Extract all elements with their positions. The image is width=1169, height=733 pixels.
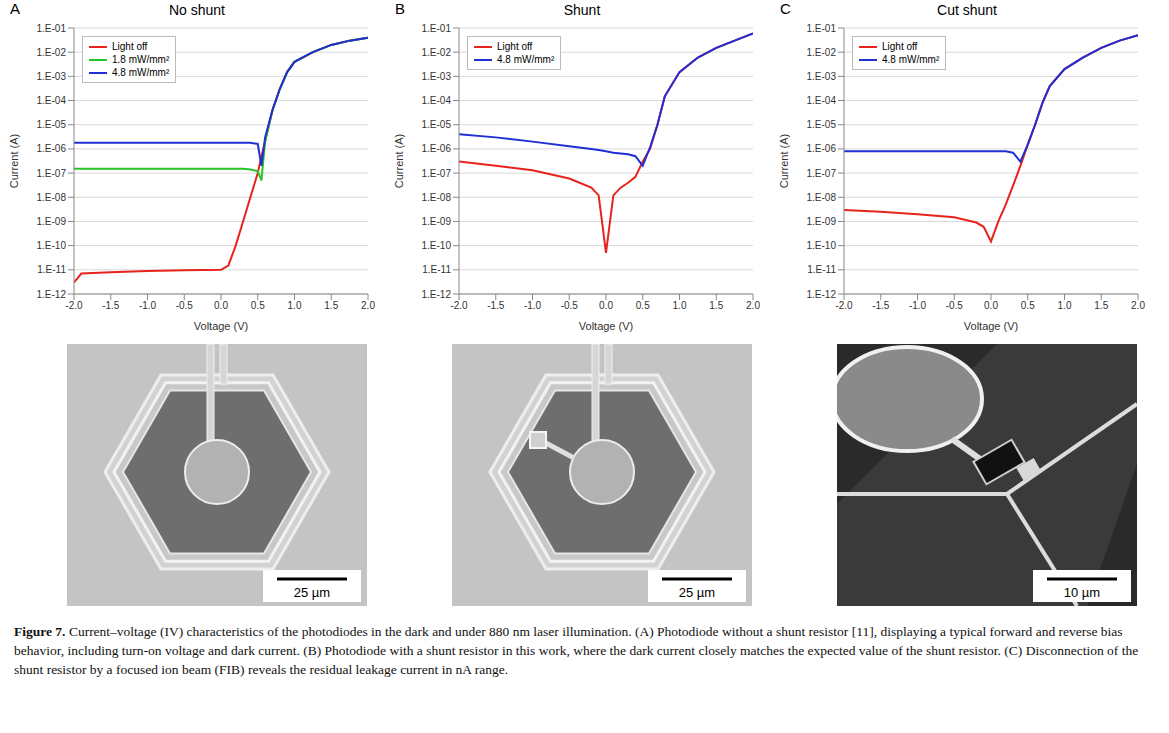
svg-text:1.0: 1.0	[673, 300, 687, 311]
svg-text:25 µm: 25 µm	[294, 585, 330, 600]
svg-text:1.E-10: 1.E-10	[807, 240, 837, 251]
svg-text:-0.5: -0.5	[176, 300, 194, 311]
svg-text:1.E-12: 1.E-12	[807, 289, 837, 300]
svg-text:0.0: 0.0	[599, 300, 613, 311]
svg-text:1.5: 1.5	[709, 300, 723, 311]
svg-text:1.E-07: 1.E-07	[807, 168, 837, 179]
svg-text:1.E-02: 1.E-02	[37, 47, 67, 58]
svg-text:1.E-09: 1.E-09	[37, 216, 67, 227]
svg-text:1.E-08: 1.E-08	[807, 192, 837, 203]
html-text:Shunt: Shunt	[563, 2, 601, 18]
svg-text:-1.5: -1.5	[872, 300, 890, 311]
svg-text:0.0: 0.0	[214, 300, 228, 311]
svg-text:2.0: 2.0	[361, 300, 375, 311]
svg-text:1.E-06: 1.E-06	[422, 143, 452, 154]
svg-text:-1.0: -1.0	[139, 300, 157, 311]
html-text:Light off: Light off	[112, 41, 148, 52]
svg-text:Current (A): Current (A)	[8, 134, 20, 188]
html-text:B: B	[395, 0, 405, 17]
svg-text:1.E-07: 1.E-07	[37, 168, 67, 179]
svg-text:-1.5: -1.5	[487, 300, 505, 311]
svg-text:-1.0: -1.0	[524, 300, 542, 311]
svg-text:1.E-05: 1.E-05	[807, 119, 837, 130]
svg-text:1.E-03: 1.E-03	[807, 71, 837, 82]
svg-text:0.5: 0.5	[1021, 300, 1035, 311]
svg-text:1.E-03: 1.E-03	[37, 71, 67, 82]
html-text:1.8 mW/mm²: 1.8 mW/mm²	[112, 54, 170, 65]
svg-text:1.E-02: 1.E-02	[807, 47, 837, 58]
svg-text:-2.0: -2.0	[835, 300, 853, 311]
svg-text:1.E-12: 1.E-12	[422, 289, 452, 300]
html-text:4.8 mW/mm²: 4.8 mW/mm²	[497, 54, 555, 65]
html-text:4.8 mW/mm²: 4.8 mW/mm²	[112, 67, 170, 78]
svg-text:0.5: 0.5	[251, 300, 265, 311]
svg-text:Current (A): Current (A)	[778, 134, 790, 188]
svg-text:1.5: 1.5	[1094, 300, 1108, 311]
svg-text:1.E-03: 1.E-03	[422, 71, 452, 82]
svg-text:1.E-11: 1.E-11	[807, 264, 836, 275]
svg-text:-1.5: -1.5	[102, 300, 120, 311]
svg-text:1.0: 1.0	[1058, 300, 1072, 311]
svg-text:25 µm: 25 µm	[679, 585, 715, 600]
svg-text:Voltage (V): Voltage (V)	[194, 320, 248, 332]
html-text:Light off: Light off	[882, 41, 918, 52]
svg-text:2.0: 2.0	[1131, 300, 1145, 311]
svg-text:1.E-05: 1.E-05	[422, 119, 452, 130]
svg-text:-0.5: -0.5	[561, 300, 579, 311]
svg-text:0.5: 0.5	[636, 300, 650, 311]
svg-text:-2.0: -2.0	[450, 300, 468, 311]
svg-text:1.E-10: 1.E-10	[422, 240, 452, 251]
html-text:No shunt: No shunt	[169, 2, 225, 18]
svg-text:1.E-01: 1.E-01	[37, 23, 67, 34]
svg-text:-0.5: -0.5	[946, 300, 964, 311]
svg-text:10 µm: 10 µm	[1064, 585, 1100, 600]
svg-text:1.E-11: 1.E-11	[422, 264, 451, 275]
html-text:Light off: Light off	[497, 41, 533, 52]
html-text:Figure 7. Current–voltage (IV): Figure 7. Current–voltage (IV) character…	[14, 624, 1139, 677]
svg-text:1.E-04: 1.E-04	[422, 95, 452, 106]
svg-text:1.5: 1.5	[324, 300, 338, 311]
svg-text:1.E-04: 1.E-04	[37, 95, 67, 106]
svg-text:1.E-07: 1.E-07	[422, 168, 452, 179]
svg-text:1.E-06: 1.E-06	[807, 143, 837, 154]
svg-text:1.E-11: 1.E-11	[37, 264, 66, 275]
svg-text:1.E-10: 1.E-10	[37, 240, 67, 251]
svg-text:Voltage (V): Voltage (V)	[964, 320, 1018, 332]
svg-text:Voltage (V): Voltage (V)	[579, 320, 633, 332]
svg-text:2.0: 2.0	[746, 300, 760, 311]
svg-text:1.E-01: 1.E-01	[807, 23, 837, 34]
svg-text:-1.0: -1.0	[909, 300, 927, 311]
svg-text:1.E-08: 1.E-08	[37, 192, 67, 203]
html-text:4.8 mW/mm²: 4.8 mW/mm²	[882, 54, 940, 65]
html-text:C: C	[780, 0, 791, 17]
svg-text:1.E-04: 1.E-04	[807, 95, 837, 106]
svg-text:1.E-06: 1.E-06	[37, 143, 67, 154]
svg-text:1.E-12: 1.E-12	[37, 289, 67, 300]
svg-text:1.0: 1.0	[288, 300, 302, 311]
svg-text:Current (A): Current (A)	[393, 134, 405, 188]
html-text:Cut shunt: Cut shunt	[937, 2, 997, 18]
html-text:A: A	[10, 0, 20, 17]
svg-text:1.E-02: 1.E-02	[422, 47, 452, 58]
svg-text:1.E-09: 1.E-09	[807, 216, 837, 227]
svg-text:1.E-01: 1.E-01	[422, 23, 452, 34]
svg-text:-2.0: -2.0	[65, 300, 83, 311]
svg-text:1.E-05: 1.E-05	[37, 119, 67, 130]
svg-text:1.E-09: 1.E-09	[422, 216, 452, 227]
svg-text:0.0: 0.0	[984, 300, 998, 311]
svg-text:1.E-08: 1.E-08	[422, 192, 452, 203]
